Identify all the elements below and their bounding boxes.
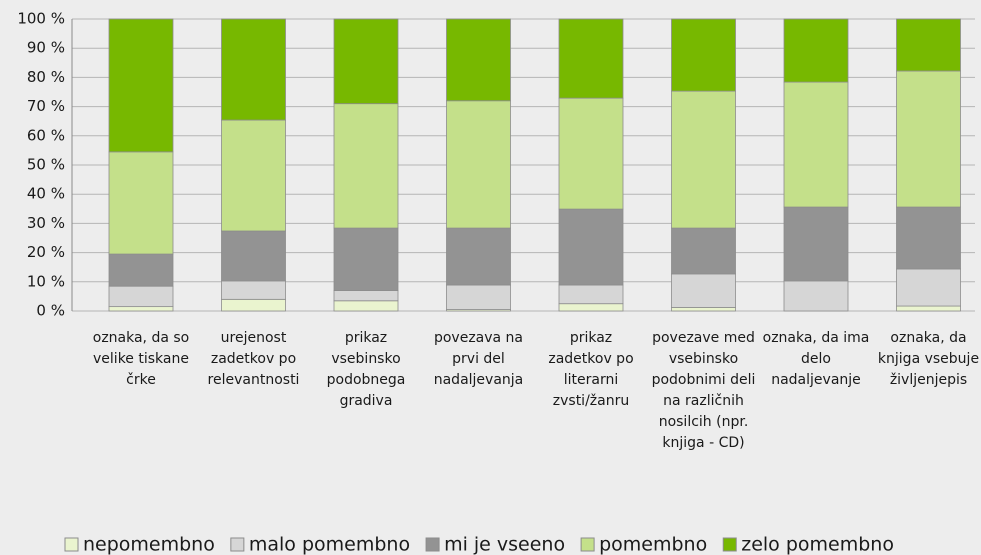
x-tick-label: povezave med vsebinsko podobnimi deli na ra… <box>652 330 756 451</box>
label-line: relevantnosti <box>208 372 300 388</box>
label-line: zadetkov po <box>211 351 296 367</box>
y-tick-label: 30 % <box>27 214 65 232</box>
bar-segment <box>671 18 736 92</box>
bar-segment <box>333 227 399 291</box>
label-line: zadetkov po <box>548 351 633 367</box>
label-line: oznaka, da ima <box>763 330 870 346</box>
bar-segment <box>896 268 961 307</box>
label-line: prvi del <box>452 351 505 367</box>
x-tick-label: prikaz vsebinsko podobnega gradiva <box>327 330 406 409</box>
x-tick-label: oznaka, da so velike tiskane črke <box>93 330 189 388</box>
x-tick-label: prikaz zadetkov po literarni zvsti/žanru <box>548 330 633 409</box>
label-line: oznaka, da so <box>93 330 189 346</box>
label-line: vsebinsko <box>331 351 400 367</box>
y-tick-label: 20 % <box>27 243 65 261</box>
y-tick-label: 80 % <box>27 68 65 86</box>
legend-swatch <box>722 537 737 552</box>
bar-segment <box>896 206 961 270</box>
x-tick-label: urejenost zadetkov po relevantnosti <box>208 330 300 388</box>
bar-segment <box>558 303 624 312</box>
bar-segment <box>446 227 511 286</box>
bar-segment <box>558 18 624 99</box>
label-line: vsebinsko <box>669 351 738 367</box>
bar-segment <box>558 97 624 210</box>
bar-segment <box>333 290 399 302</box>
bar-segment <box>108 18 174 153</box>
label-line: povezave med <box>652 330 755 346</box>
bar-segment <box>108 306 174 312</box>
legend-swatch <box>580 537 595 552</box>
legend-label: mi je vseeno <box>444 534 565 555</box>
label-line: knjiga vsebuje <box>878 351 979 367</box>
y-tick-label: 10 % <box>27 272 65 290</box>
legend-label: pomembno <box>599 534 707 555</box>
label-line: črke <box>126 372 156 388</box>
bar-segment <box>333 300 399 312</box>
label-line: gradiva <box>340 393 393 409</box>
y-tick-label: 50 % <box>27 156 65 174</box>
label-line: nosilcih (npr. <box>659 414 749 430</box>
label-line: literarni <box>564 372 619 388</box>
legend-label: nepomembno <box>83 534 215 555</box>
label-line: na različnih <box>663 393 744 409</box>
legend-label: malo pomembno <box>249 534 410 555</box>
label-line: prikaz <box>345 330 387 346</box>
label-line: zvsti/žanru <box>553 393 629 409</box>
x-tick-label: oznaka, da knjiga vsebuje življenjepis <box>878 330 979 388</box>
legend-swatch <box>425 537 440 552</box>
bar-segment <box>783 280 849 312</box>
bar-segment <box>333 18 399 105</box>
bar-segment <box>221 280 286 300</box>
bar-segment <box>896 70 961 208</box>
y-tick-label: 70 % <box>27 97 65 115</box>
label-line: delo <box>801 351 831 367</box>
bar-segment <box>108 253 174 287</box>
bar-segment <box>671 227 736 275</box>
label-line: nadaljevanja <box>434 372 524 388</box>
label-line: prikaz <box>570 330 612 346</box>
bar-segment <box>221 230 286 282</box>
y-tick-label: 90 % <box>27 39 65 57</box>
bar-segment <box>896 18 961 72</box>
bar-segment <box>558 208 624 286</box>
bar-segment <box>783 206 849 282</box>
label-line: podobnimi deli <box>652 372 756 388</box>
y-tick-label: 60 % <box>27 126 65 144</box>
y-tick-label: 100 % <box>17 10 65 28</box>
bar-segment <box>783 81 849 208</box>
label-line: oznaka, da <box>890 330 966 346</box>
label-line: nadaljevanje <box>771 372 861 388</box>
bar-segment <box>783 18 849 83</box>
label-line: življenjepis <box>890 372 967 388</box>
bar-segment <box>671 273 736 308</box>
bar-segment <box>333 103 399 229</box>
y-tick-label: 40 % <box>27 185 65 203</box>
bar-segment <box>896 305 961 312</box>
bar-segment <box>558 284 624 305</box>
x-tick-label: povezava na prvi del nadaljevanja <box>434 330 524 388</box>
bar-segment <box>221 18 286 121</box>
y-tick-label: 0 % <box>36 302 65 320</box>
bar-segment <box>671 90 736 229</box>
bar-segment <box>446 18 511 102</box>
bar-segment <box>671 307 736 312</box>
label-line: urejenost <box>221 330 287 346</box>
label-line: velike tiskane <box>93 351 189 367</box>
legend-swatch <box>64 537 79 552</box>
legend-swatch <box>230 537 245 552</box>
bar-segment <box>446 284 511 310</box>
label-line: podobnega <box>327 372 406 388</box>
bar-segment <box>108 285 174 308</box>
label-line: knjiga - CD) <box>662 435 744 451</box>
bar-segment <box>221 119 286 232</box>
label-line: povezava na <box>434 330 523 346</box>
bar-segment <box>108 151 174 255</box>
legend-label: zelo pomembno <box>741 534 894 555</box>
x-tick-label: oznaka, da ima delo nadaljevanje <box>763 330 870 388</box>
bar-segment <box>221 298 286 312</box>
bar-segment <box>446 100 511 229</box>
